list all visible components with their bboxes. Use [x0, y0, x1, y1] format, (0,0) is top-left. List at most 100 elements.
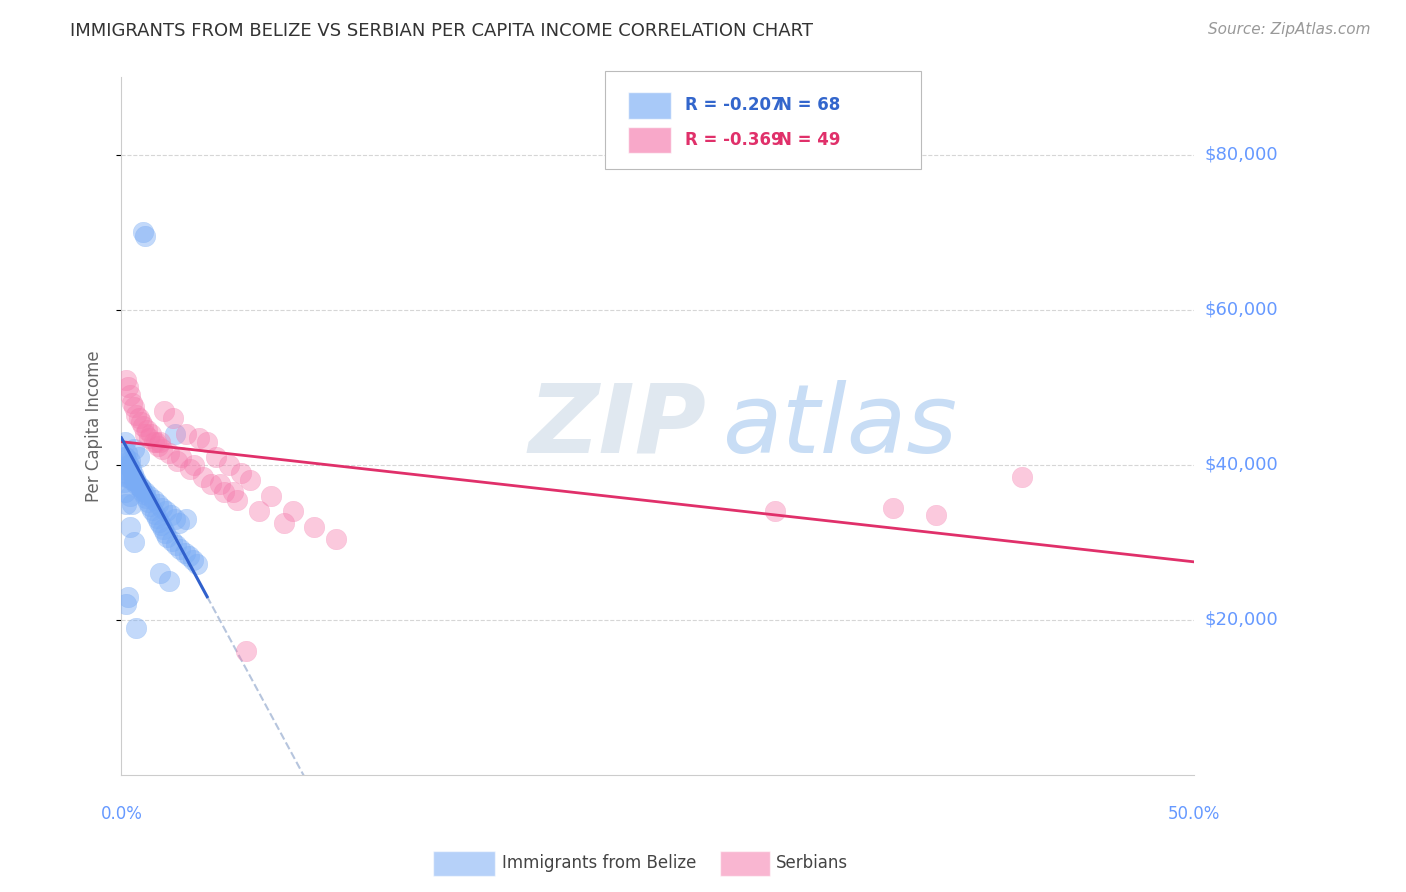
Point — [118, 388, 141, 402]
Point — [122, 467, 145, 482]
Point — [136, 495, 159, 509]
Point — [138, 489, 160, 503]
Point — [145, 434, 167, 449]
Point — [114, 450, 136, 465]
Point — [226, 492, 249, 507]
Point — [167, 516, 190, 530]
Point — [135, 491, 157, 506]
Point — [169, 541, 191, 556]
Point — [115, 497, 138, 511]
Point — [146, 439, 169, 453]
Point — [138, 431, 160, 445]
Point — [149, 566, 172, 581]
Point — [231, 466, 253, 480]
Point — [325, 532, 347, 546]
Point — [247, 504, 270, 518]
Point — [174, 426, 197, 441]
Point — [925, 508, 948, 523]
Point — [128, 411, 150, 425]
Point — [128, 450, 150, 465]
Point — [127, 475, 149, 490]
Point — [120, 462, 142, 476]
Point — [125, 477, 148, 491]
Point — [132, 487, 155, 501]
Point — [129, 415, 152, 429]
Point — [132, 419, 155, 434]
Point — [114, 485, 136, 500]
Point — [163, 426, 186, 441]
Point — [122, 400, 145, 414]
Text: R = -0.369: R = -0.369 — [685, 131, 782, 149]
Point — [128, 480, 150, 494]
Point — [281, 504, 304, 518]
Point — [114, 434, 136, 449]
Point — [139, 499, 162, 513]
Text: $60,000: $60,000 — [1205, 301, 1278, 319]
Point — [125, 408, 148, 422]
Point — [152, 522, 174, 536]
Point — [112, 456, 135, 470]
Point — [142, 492, 165, 507]
Text: 50.0%: 50.0% — [1167, 805, 1220, 823]
Point — [114, 469, 136, 483]
Point — [150, 442, 173, 457]
Point — [260, 489, 283, 503]
Point — [200, 477, 222, 491]
Point — [114, 373, 136, 387]
Point — [222, 485, 245, 500]
Point — [114, 450, 136, 465]
Text: R = -0.207: R = -0.207 — [685, 96, 782, 114]
Point — [134, 485, 156, 500]
Point — [273, 516, 295, 530]
Point — [153, 403, 176, 417]
Point — [765, 504, 787, 518]
Point — [165, 538, 187, 552]
Point — [118, 520, 141, 534]
Point — [218, 458, 240, 472]
Point — [121, 497, 143, 511]
Point — [141, 426, 163, 441]
Point — [141, 503, 163, 517]
Point — [174, 512, 197, 526]
Point — [170, 450, 193, 465]
Point — [149, 434, 172, 449]
Point — [129, 481, 152, 495]
Point — [118, 458, 141, 472]
Point — [195, 434, 218, 449]
Point — [114, 466, 136, 480]
Point — [143, 507, 166, 521]
Point — [304, 520, 326, 534]
Text: 0.0%: 0.0% — [100, 805, 142, 823]
Point — [150, 500, 173, 515]
Text: ZIP: ZIP — [529, 380, 707, 473]
Text: N = 68: N = 68 — [778, 96, 841, 114]
Text: atlas: atlas — [721, 380, 957, 473]
Point — [214, 485, 236, 500]
Point — [156, 530, 179, 544]
Point — [204, 450, 226, 465]
Point — [134, 426, 156, 441]
Point — [112, 462, 135, 476]
Text: Serbians: Serbians — [776, 855, 848, 872]
Text: $80,000: $80,000 — [1205, 146, 1278, 164]
Point — [150, 518, 173, 533]
Point — [160, 533, 183, 548]
Point — [882, 500, 904, 515]
Point — [163, 512, 186, 526]
Point — [122, 474, 145, 488]
Point — [146, 497, 169, 511]
Point — [122, 535, 145, 549]
Text: $40,000: $40,000 — [1205, 456, 1278, 474]
Point — [187, 431, 209, 445]
Point — [159, 508, 181, 523]
Point — [145, 510, 167, 524]
Point — [157, 574, 180, 589]
Point — [118, 489, 141, 503]
Point — [191, 469, 214, 483]
Point — [181, 553, 204, 567]
Point — [132, 226, 155, 240]
Point — [115, 446, 138, 460]
Text: N = 49: N = 49 — [778, 131, 841, 149]
Point — [117, 469, 139, 483]
Point — [142, 434, 165, 449]
